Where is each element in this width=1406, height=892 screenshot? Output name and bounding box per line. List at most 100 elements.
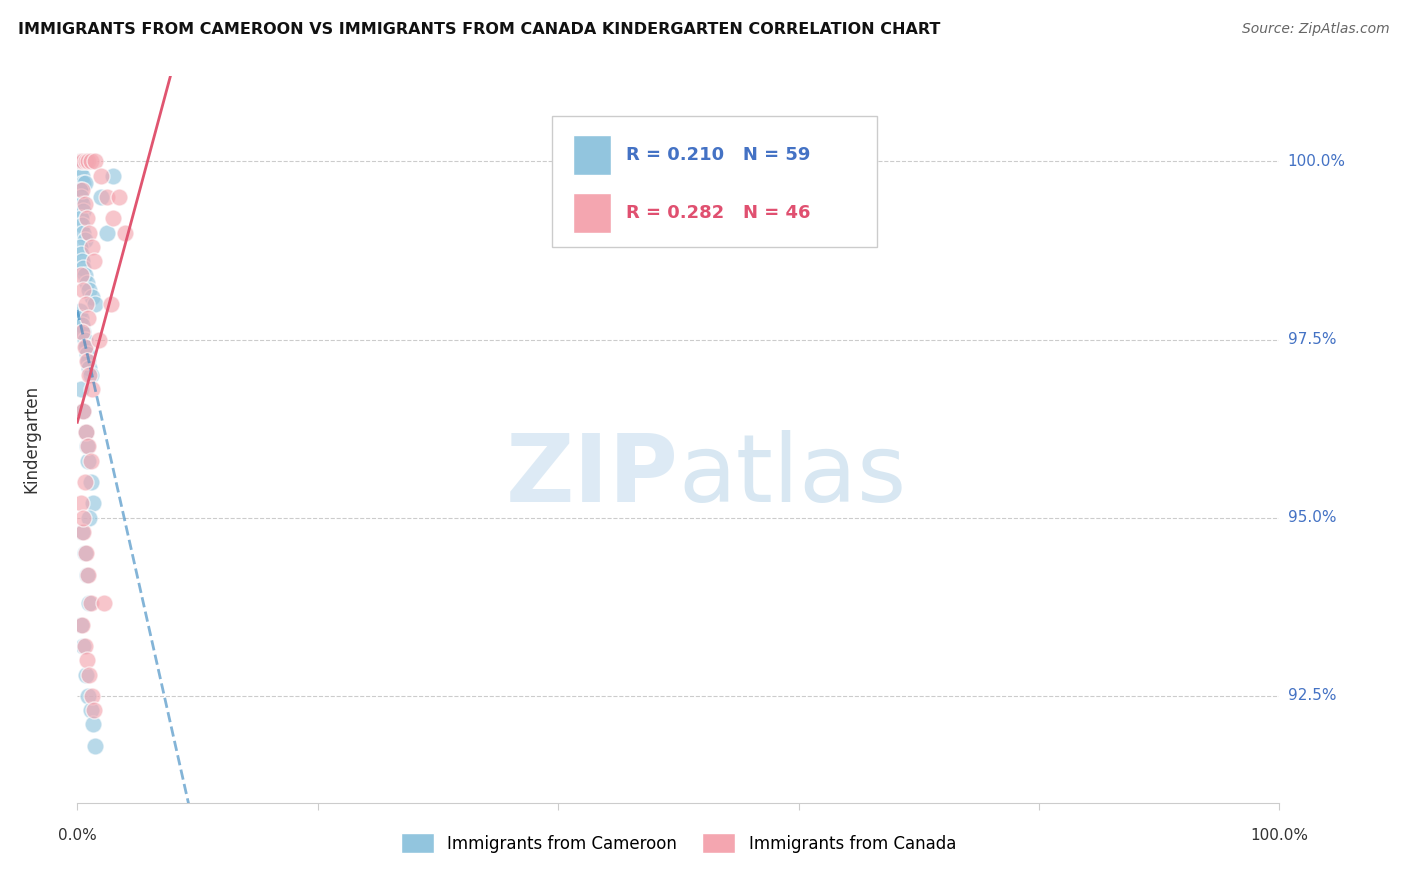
Point <box>69 240 91 254</box>
Point <box>77 439 100 453</box>
Point <box>76 567 98 582</box>
Point <box>69 304 91 318</box>
Point <box>70 617 93 632</box>
Point <box>70 617 93 632</box>
Text: 100.0%: 100.0% <box>1288 153 1346 169</box>
Point <box>77 311 100 326</box>
Point <box>90 169 112 183</box>
Point <box>73 333 96 347</box>
Point <box>70 247 93 261</box>
Point <box>70 190 93 204</box>
Point <box>80 290 103 304</box>
Point <box>79 596 101 610</box>
Point <box>77 354 100 368</box>
Point <box>73 475 96 489</box>
Point <box>87 333 110 347</box>
Point <box>84 739 107 753</box>
Point <box>83 703 105 717</box>
Point <box>82 496 104 510</box>
Point <box>100 297 122 311</box>
Point <box>75 425 97 440</box>
Point <box>70 254 93 268</box>
Point <box>75 546 97 560</box>
Point <box>72 404 94 418</box>
Point <box>75 297 97 311</box>
Point <box>70 211 93 226</box>
Point <box>70 154 93 169</box>
Text: 0.0%: 0.0% <box>58 828 97 843</box>
Point <box>73 546 96 560</box>
Point <box>72 204 94 219</box>
Point <box>77 154 100 169</box>
Point <box>73 639 96 653</box>
Point <box>70 496 93 510</box>
Point <box>76 154 98 169</box>
Point <box>72 154 94 169</box>
Point <box>80 689 103 703</box>
Point <box>76 211 98 226</box>
Point <box>70 161 93 176</box>
Point <box>72 154 94 169</box>
Text: R = 0.282   N = 46: R = 0.282 N = 46 <box>626 204 810 222</box>
Bar <box>572 135 612 175</box>
Point <box>72 404 94 418</box>
Point <box>72 226 94 240</box>
Point <box>77 453 100 467</box>
Text: R = 0.210   N = 59: R = 0.210 N = 59 <box>626 146 810 164</box>
Point <box>114 226 136 240</box>
Point <box>70 154 93 169</box>
Point <box>79 368 101 383</box>
Point <box>76 347 98 361</box>
Text: 100.0%: 100.0% <box>1250 828 1309 843</box>
Point <box>96 226 118 240</box>
Point <box>70 154 93 169</box>
Point <box>79 703 101 717</box>
Point <box>70 268 93 283</box>
Point <box>73 176 96 190</box>
Point <box>76 439 98 453</box>
Text: IMMIGRANTS FROM CAMEROON VS IMMIGRANTS FROM CANADA KINDERGARTEN CORRELATION CHAR: IMMIGRANTS FROM CAMEROON VS IMMIGRANTS F… <box>18 22 941 37</box>
Point <box>79 667 101 681</box>
Point <box>108 190 131 204</box>
Point <box>73 268 96 283</box>
Point <box>70 197 93 211</box>
Point <box>79 154 101 169</box>
Text: ZIP: ZIP <box>506 430 679 522</box>
Point <box>72 261 94 276</box>
Point <box>103 169 125 183</box>
Point <box>79 368 101 383</box>
Point <box>70 524 93 539</box>
Point <box>72 639 94 653</box>
Point <box>73 233 96 247</box>
Text: Source: ZipAtlas.com: Source: ZipAtlas.com <box>1241 22 1389 37</box>
Text: 92.5%: 92.5% <box>1288 689 1336 704</box>
FancyBboxPatch shape <box>553 116 877 247</box>
Point <box>72 510 94 524</box>
Point <box>103 211 125 226</box>
Point <box>72 283 94 297</box>
Point <box>76 653 98 667</box>
Point <box>84 154 107 169</box>
Point <box>90 190 112 204</box>
Point <box>79 453 101 467</box>
Point <box>73 197 96 211</box>
Point <box>70 318 93 333</box>
Text: Kindergarten: Kindergarten <box>22 385 41 493</box>
Point <box>76 276 98 290</box>
Point <box>77 567 100 582</box>
Point <box>70 311 93 326</box>
Point <box>70 183 93 197</box>
Point <box>69 183 91 197</box>
Point <box>96 190 118 204</box>
Point <box>75 667 97 681</box>
Point <box>83 254 105 268</box>
Point <box>79 226 101 240</box>
Point <box>79 475 101 489</box>
Point <box>80 240 103 254</box>
Point <box>70 383 93 397</box>
Point <box>79 510 101 524</box>
Point <box>79 361 101 376</box>
Point <box>75 340 97 354</box>
Text: atlas: atlas <box>679 430 907 522</box>
Text: 95.0%: 95.0% <box>1288 510 1336 525</box>
